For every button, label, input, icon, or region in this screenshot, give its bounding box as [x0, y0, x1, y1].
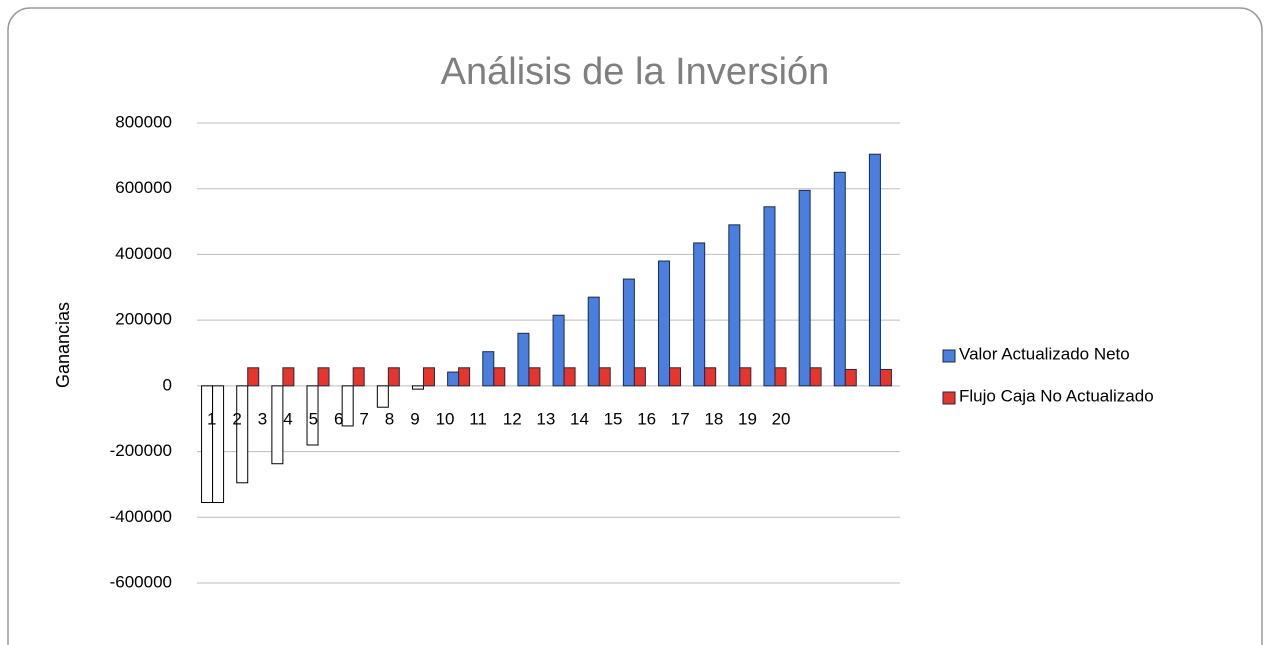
y-tick-label: 600000	[115, 178, 172, 197]
bar	[458, 367, 471, 387]
bar	[517, 332, 530, 387]
x-tick-label: 15	[604, 409, 623, 428]
bar	[739, 367, 752, 387]
bar	[341, 385, 354, 427]
legend-label: Valor Actualizado Neto	[959, 344, 1130, 363]
y-tick-label: 0	[163, 375, 172, 394]
x-tick-label: 17	[671, 409, 690, 428]
bar	[728, 224, 741, 387]
bar	[236, 385, 249, 484]
x-tick-label: 20	[772, 409, 791, 428]
chart-frame	[7, 7, 1263, 645]
bar	[633, 367, 646, 387]
bar	[763, 206, 776, 387]
chart-title: Análisis de la Inversión	[441, 51, 830, 93]
bar	[528, 367, 541, 387]
x-tick-label: 13	[536, 409, 555, 428]
bar	[247, 367, 260, 387]
bar	[482, 351, 495, 387]
bar	[387, 367, 400, 387]
bar	[868, 153, 881, 387]
x-tick-label: 9	[410, 409, 419, 428]
legend-label: Flujo Caja No Actualizado	[959, 386, 1154, 405]
bar	[447, 371, 460, 387]
bar	[552, 314, 565, 387]
bar	[833, 171, 846, 387]
bar	[587, 296, 600, 387]
legend-swatch	[942, 349, 956, 363]
bar	[844, 368, 857, 387]
x-tick-label: 3	[258, 409, 267, 428]
x-tick-label: 2	[232, 409, 241, 428]
bar	[622, 278, 635, 387]
bar	[411, 385, 424, 390]
bar	[693, 242, 706, 387]
y-tick-label: 800000	[115, 112, 172, 131]
x-tick-label: 11	[469, 409, 487, 428]
x-tick-label: 8	[385, 409, 394, 428]
bar	[376, 385, 389, 408]
legend-swatch	[942, 391, 956, 405]
bar	[798, 189, 811, 387]
bar	[306, 385, 319, 446]
x-tick-label: 16	[637, 409, 656, 428]
bar	[704, 367, 717, 387]
x-tick-label: 19	[738, 409, 757, 428]
y-tick-label: -200000	[110, 441, 172, 460]
y-tick-label: -600000	[110, 572, 172, 591]
x-tick-label: 4	[283, 409, 292, 428]
x-tick-label: 12	[503, 409, 522, 428]
bar	[271, 385, 284, 465]
bar	[598, 367, 611, 387]
y-tick-label: 200000	[115, 310, 172, 329]
bar	[352, 367, 365, 387]
bar	[282, 367, 295, 387]
bar	[669, 367, 682, 387]
bar	[422, 367, 435, 387]
bar	[212, 385, 225, 504]
x-tick-label: 1	[207, 409, 216, 428]
y-tick-label: -400000	[110, 507, 172, 526]
x-tick-label: 18	[704, 409, 723, 428]
y-axis-label: Ganancias	[53, 302, 73, 388]
bar	[493, 367, 506, 387]
bar	[563, 367, 576, 387]
bar	[201, 385, 214, 504]
bar	[774, 367, 787, 387]
bar	[809, 367, 822, 387]
x-tick-label: 5	[309, 409, 318, 428]
bar	[879, 368, 892, 387]
x-tick-label: 10	[436, 409, 455, 428]
x-tick-label: 6	[334, 409, 343, 428]
x-tick-label: 14	[570, 409, 589, 428]
bar	[658, 260, 671, 387]
y-tick-label: 400000	[115, 244, 172, 263]
x-tick-label: 7	[359, 409, 368, 428]
bar	[317, 367, 330, 387]
